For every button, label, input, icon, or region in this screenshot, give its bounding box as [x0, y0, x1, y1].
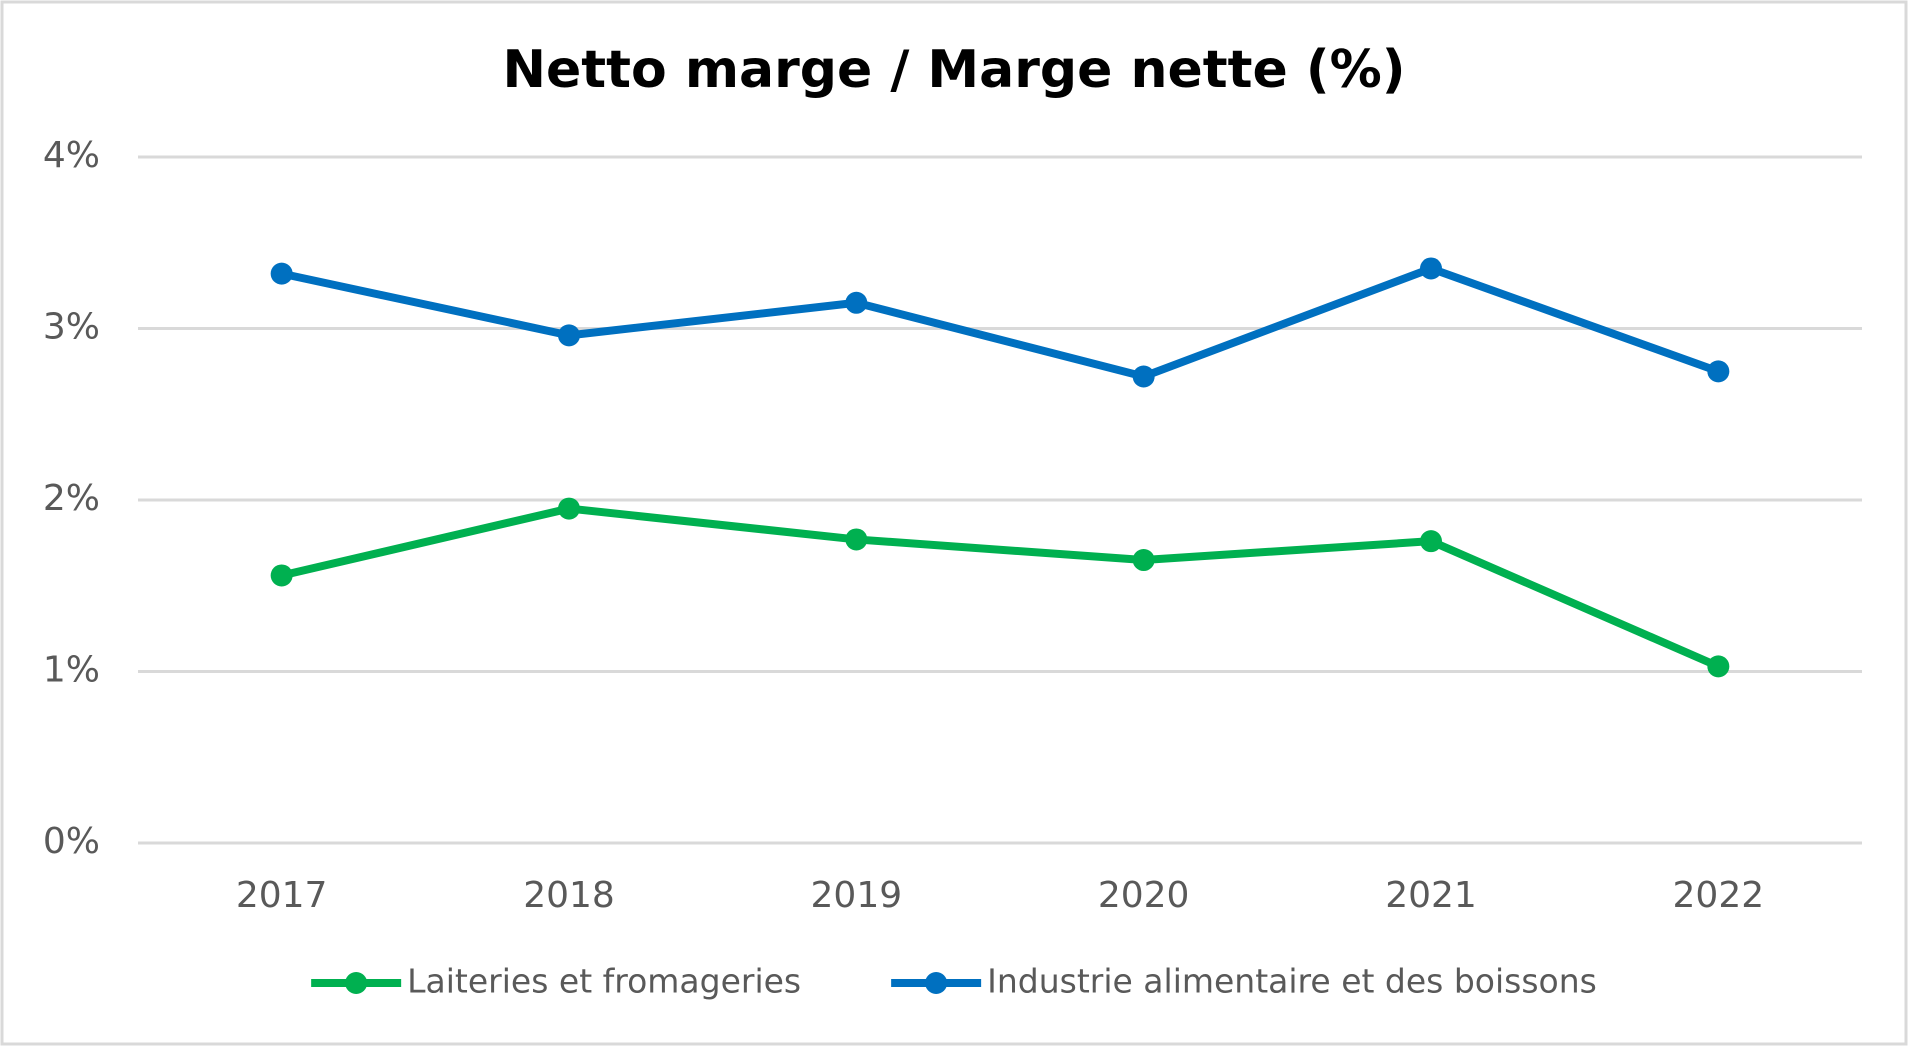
point-marker [845, 528, 868, 551]
legend-marker [925, 972, 948, 994]
x-tick-label: 2021 [1385, 875, 1477, 916]
point-marker [1132, 365, 1155, 388]
legend-marker [345, 972, 368, 994]
point-marker [1707, 655, 1730, 678]
point-marker [1420, 530, 1442, 553]
x-tick-label: 2019 [811, 875, 903, 916]
x-tick-label: 2022 [1673, 875, 1765, 916]
point-marker [270, 262, 293, 285]
point-marker [845, 291, 868, 314]
x-tick-label: 2018 [523, 875, 615, 916]
point-marker [1420, 257, 1442, 280]
x-tick-label: 2020 [1098, 875, 1190, 916]
chart-title: Netto marge / Marge nette (%) [502, 40, 1405, 100]
y-tick-label: 2% [43, 478, 100, 519]
y-tick-label: 1% [43, 650, 100, 691]
series-line [280, 264, 1720, 381]
point-marker [270, 564, 293, 587]
point-marker [1132, 549, 1155, 572]
point-marker [1707, 360, 1730, 383]
point-marker [558, 497, 580, 520]
point-marker [558, 324, 580, 347]
y-tick-label: 3% [43, 307, 100, 348]
x-tick-label: 2017 [236, 875, 328, 916]
y-tick-label: 4% [43, 135, 100, 176]
legend-label: Industrie alimentaire et des boissons [987, 962, 1597, 1001]
y-tick-label: 0% [43, 821, 100, 862]
legend-label: Laiteries et fromageries [407, 962, 801, 1001]
series-line [280, 504, 1720, 671]
